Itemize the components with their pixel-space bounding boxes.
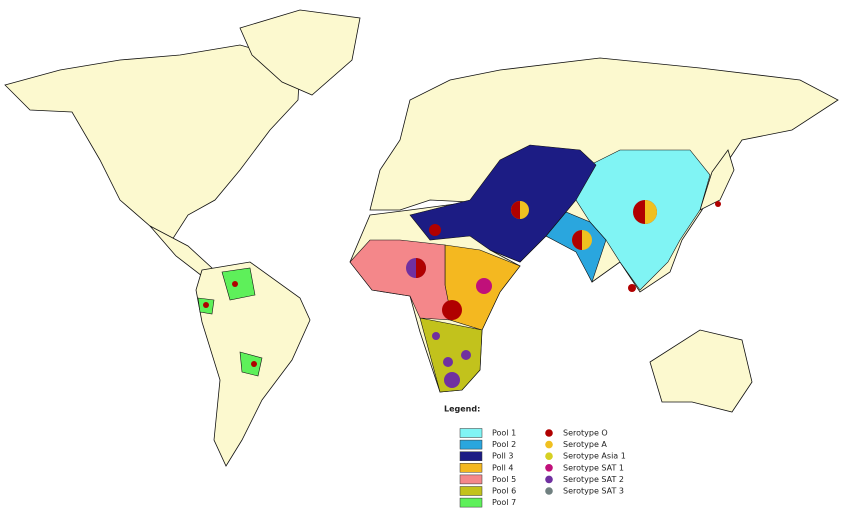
pool-label: Pool 7: [492, 498, 516, 507]
pool-7-region: [197, 267, 263, 377]
pool-swatch: [459, 451, 483, 461]
marker: [432, 332, 440, 340]
marker: [572, 230, 582, 250]
serotype-dot: [545, 429, 553, 437]
pool-label: Poll 3: [492, 452, 514, 461]
marker: [628, 284, 636, 292]
pool-label: Pool 5: [492, 475, 516, 484]
serotype-dot: [545, 440, 553, 449]
serotype-label: Serotype SAT 1: [563, 463, 624, 472]
pool-label: Pool 6: [492, 487, 516, 496]
land: [4, 9, 839, 467]
serotype-label: Serotype O: [563, 429, 608, 438]
marker: [511, 201, 520, 219]
pool-swatch: [459, 474, 483, 485]
marker: [232, 281, 238, 287]
serotype-label: Serotype SAT 2: [563, 475, 624, 484]
marker: [416, 258, 426, 278]
pool-swatch: [459, 497, 483, 508]
pool-3-region: [409, 144, 597, 263]
pool-5-region: [349, 239, 453, 321]
marker: [645, 200, 657, 224]
serotype-markers: [203, 200, 721, 388]
legend-title: Legend:: [444, 405, 480, 414]
pool-label: Pool 1: [492, 429, 516, 438]
serotype-dot: [545, 452, 553, 461]
serotype-label: Serotype SAT 3: [563, 487, 624, 496]
pool-swatch: [459, 486, 483, 496]
marker: [444, 372, 460, 388]
greenland: [239, 9, 361, 96]
marker: [429, 224, 441, 236]
serotype-dot: [545, 475, 553, 484]
serotype-dot: [545, 464, 553, 472]
marker: [203, 302, 209, 308]
marker: [461, 350, 471, 360]
pool-label: Pool 2: [492, 440, 516, 449]
marker: [251, 361, 257, 367]
serotype-label: Serotype Asia 1: [563, 452, 626, 461]
legend: Legend: Pool 1 Pool 2 Poll 3 Poll 4 Pool 5 Po…: [444, 405, 626, 508]
marker: [715, 201, 721, 207]
marker: [476, 278, 492, 294]
pool-swatch: [459, 439, 483, 450]
pool-label: Poll 4: [492, 463, 514, 472]
north-america: [4, 44, 301, 241]
australia: [649, 329, 753, 413]
pool-swatch: [459, 463, 483, 473]
serotype-dot: [545, 487, 553, 495]
marker: [443, 357, 453, 367]
pool-swatch: [459, 428, 483, 438]
serotype-label: Serotype A: [563, 440, 607, 449]
marker: [442, 300, 462, 320]
central-america: [149, 225, 213, 277]
